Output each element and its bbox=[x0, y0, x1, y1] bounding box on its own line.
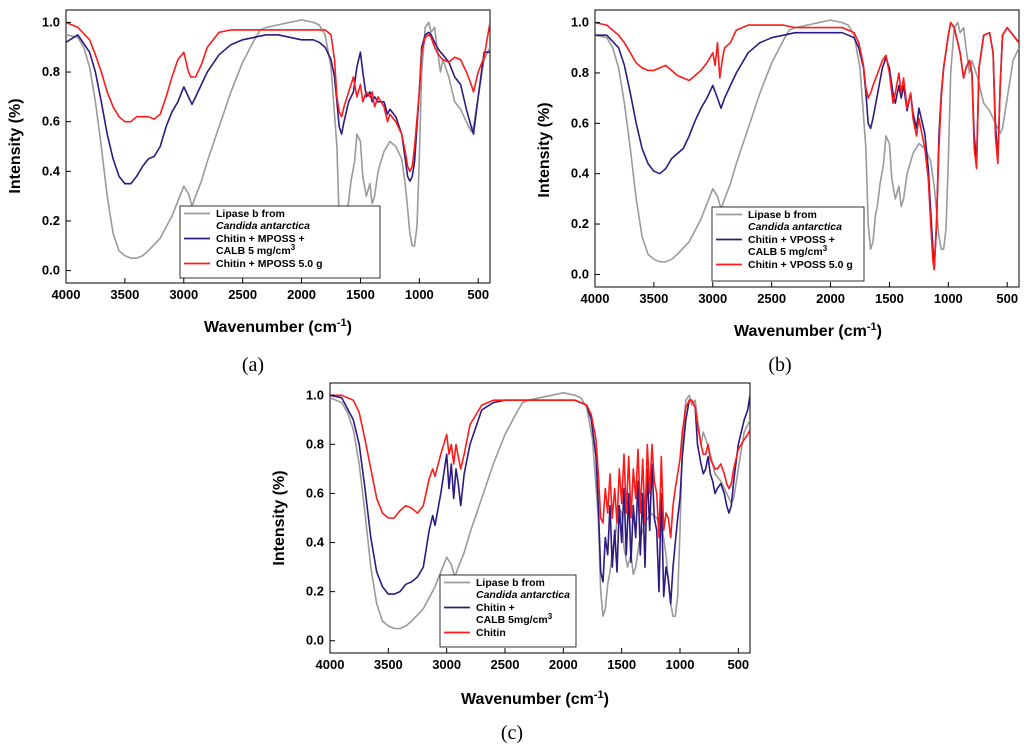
chart-a-xtick-label: 3000 bbox=[169, 287, 198, 302]
chart-panel-b: 4000 3500 3000 2500 2000 1500 1000 500 0.0 0.2 0.4… bbox=[536, 9, 1020, 340]
chart-c-xtick-label: 1500 bbox=[607, 657, 636, 672]
chart-c-xtick-label: 4000 bbox=[316, 657, 345, 672]
chart-c-legend-label-0: Candida antarctica bbox=[476, 589, 570, 601]
chart-a-xtick-label: 500 bbox=[467, 287, 489, 302]
chart-a-ytick-label: 0.6 bbox=[42, 114, 60, 129]
chart-b-ytick-label: 0.0 bbox=[571, 266, 589, 281]
chart-a-xtick-label: 2000 bbox=[287, 287, 316, 302]
chart-b-ytick-label: 0.2 bbox=[571, 216, 589, 231]
chart-c-series-line-2 bbox=[330, 394, 750, 539]
chart-a-xtick-label: 4000 bbox=[52, 287, 81, 302]
chart-b-series-line-0 bbox=[595, 19, 1019, 263]
chart-a-ytick-label: 1.0 bbox=[42, 14, 60, 29]
chart-c-xtick-label: 500 bbox=[727, 657, 749, 672]
chart-a-legend-box bbox=[179, 205, 381, 279]
panel-label-b: (b) bbox=[768, 354, 791, 376]
chart-c-y-axis-title: Intensity (%) bbox=[271, 470, 288, 565]
chart-b-x-axis-title: Wavenumber (cm-1) bbox=[734, 321, 882, 340]
chart-a-ytick-label: 0.2 bbox=[42, 213, 60, 228]
chart-a-ytick-label: 0.4 bbox=[42, 163, 61, 178]
chart-b-xtick-label: 1000 bbox=[934, 291, 963, 306]
chart-b-xtick-label: 2500 bbox=[757, 291, 786, 306]
chart-b-series-group bbox=[595, 19, 1019, 271]
chart-b-xtick-label: 2000 bbox=[816, 291, 845, 306]
chart-c-legend-label-1: Chitin + bbox=[476, 602, 515, 614]
chart-c-legend-label-0: Lipase b from bbox=[476, 577, 545, 589]
chart-a-ytick-label: 0.8 bbox=[42, 64, 60, 79]
chart-c-ytick-label: 0.0 bbox=[306, 633, 324, 648]
chart-c-xtick-label: 2000 bbox=[549, 657, 578, 672]
chart-a-x-axis-title: Wavenumber (cm-1) bbox=[204, 317, 352, 336]
chart-b-ytick-label: 0.8 bbox=[571, 65, 589, 80]
panel-label-a: (a) bbox=[242, 354, 264, 376]
chart-panel-c: 4000 3500 3000 2500 2000 1500 1000 500 0.0 0.2 0.4… bbox=[271, 382, 751, 708]
chart-b-xtick-label: 3000 bbox=[698, 291, 727, 306]
chart-c-ytick-label: 0.8 bbox=[306, 436, 324, 451]
chart-c-legend-box bbox=[439, 574, 577, 648]
chart-c-ytick-label: 0.2 bbox=[306, 584, 324, 599]
chart-b-ytick-label: 1.0 bbox=[571, 15, 589, 30]
chart-c-series-group bbox=[330, 392, 750, 630]
chart-b-xtick-label: 3500 bbox=[639, 291, 668, 306]
chart-a-y-axis-title: Intensity (%) bbox=[7, 98, 24, 193]
chart-a-legend-label-0: Candida antarctica bbox=[216, 220, 310, 232]
chart-b-xtick-label: 500 bbox=[996, 291, 1018, 306]
chart-a-legend-label-1: Chitin + MPOSS + bbox=[216, 233, 305, 245]
chart-a-ytick-label: 0.0 bbox=[42, 263, 60, 278]
chart-b-legend-box bbox=[711, 206, 865, 282]
chart-c-legend-label-2: Chitin bbox=[476, 627, 506, 639]
chart-b-legend-label-0: Lipase b from bbox=[748, 209, 817, 221]
chart-c-xtick-label: 3500 bbox=[374, 657, 403, 672]
chart-b-xtick-label: 4000 bbox=[581, 291, 610, 306]
chart-c-x-axis-title: Wavenumber (cm-1) bbox=[461, 689, 609, 708]
chart-a-legend-label-2: Chitin + MPOSS 5.0 g bbox=[216, 258, 322, 270]
chart-c-xtick-label: 1000 bbox=[666, 657, 695, 672]
chart-b-legend-label-1: Chitin + VPOSS + bbox=[748, 234, 835, 246]
chart-b-legend-label-1: CALB 5 mg/cm3 bbox=[748, 244, 828, 258]
chart-c-series-line-1 bbox=[330, 394, 750, 605]
chart-c-legend-label-1: CALB 5mg/cm3 bbox=[476, 612, 553, 626]
chart-a-xtick-label: 1000 bbox=[405, 287, 434, 302]
chart-b-ytick-label: 0.6 bbox=[571, 115, 589, 130]
chart-a-series-line-1 bbox=[66, 31, 490, 185]
chart-a-xtick-label: 2500 bbox=[228, 287, 257, 302]
chart-a-xtick-label: 1500 bbox=[346, 287, 375, 302]
chart-a-legend-label-1: CALB 5 mg/cm3 bbox=[216, 243, 296, 257]
chart-b-legend-label-0: Candida antarctica bbox=[748, 221, 842, 233]
chart-b-ytick-label: 0.4 bbox=[571, 166, 590, 181]
panel-label-c: (c) bbox=[501, 722, 523, 744]
chart-a-legend-label-0: Lipase b from bbox=[216, 208, 285, 220]
chart-a-series-line-2 bbox=[66, 21, 490, 173]
chart-c-series-line-0 bbox=[330, 392, 750, 630]
chart-c-ytick-label: 0.4 bbox=[306, 535, 325, 550]
chart-a-xtick-label: 3500 bbox=[110, 287, 139, 302]
chart-c-ytick-label: 1.0 bbox=[306, 387, 324, 402]
chart-b-series-line-2 bbox=[595, 21, 1019, 271]
chart-c-xtick-label: 2500 bbox=[491, 657, 520, 672]
chart-panel-a: 4000 3500 3000 2500 2000 1500 1000 500 0.0 0.2 0.4… bbox=[7, 9, 491, 336]
chart-b-legend-label-2: Chitin + VPOSS 5.0 g bbox=[748, 259, 853, 271]
chart-b-y-axis-title: Intensity (%) bbox=[536, 102, 553, 197]
chart-b-xtick-label: 1500 bbox=[875, 291, 904, 306]
chart-c-ytick-label: 0.6 bbox=[306, 485, 324, 500]
chart-c-xtick-label: 3000 bbox=[432, 657, 461, 672]
